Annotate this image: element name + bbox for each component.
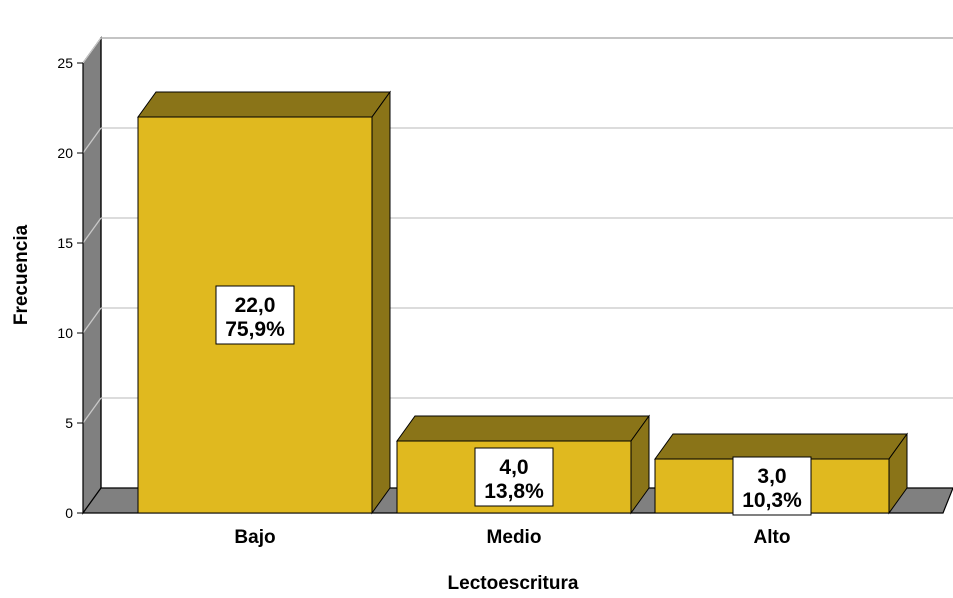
y-tick-label: 25 xyxy=(57,55,73,71)
y-tick-label: 5 xyxy=(65,415,73,431)
bar-side xyxy=(371,90,391,515)
y-tick-label: 0 xyxy=(65,505,73,521)
y-axis-ticks: 0 5 10 15 20 25 xyxy=(57,55,84,521)
data-label-box xyxy=(474,447,554,507)
gridline-wall xyxy=(82,217,102,244)
x-category-label: Bajo xyxy=(234,527,275,548)
bar-top xyxy=(654,433,908,460)
data-label-value: 22,0 xyxy=(235,294,276,317)
x-axis-title: Lectoescritura xyxy=(448,573,579,594)
y-axis-title: Frecuencia xyxy=(11,224,32,325)
data-label-percent: 13,8% xyxy=(484,480,544,503)
x-category-label: Alto xyxy=(754,527,791,548)
data-label-value: 3,0 xyxy=(757,465,786,488)
bars: 22,075,9% 4,013,8% 3,010,3% xyxy=(137,90,908,516)
gridline-wall xyxy=(82,127,102,154)
y-tick-label: 10 xyxy=(57,325,73,341)
gridline-wall xyxy=(82,307,102,334)
data-label-value: 4,0 xyxy=(499,456,528,479)
y-tick-label: 15 xyxy=(57,235,73,251)
bar-top xyxy=(137,91,391,118)
bar-top xyxy=(396,415,650,442)
x-axis-categories: Bajo Medio Alto xyxy=(234,527,790,548)
gridline-wall xyxy=(82,37,102,64)
x-category-label: Medio xyxy=(487,527,542,548)
y-tick-label: 20 xyxy=(57,145,73,161)
data-label-box xyxy=(215,285,295,345)
side-wall xyxy=(82,36,102,515)
data-label-percent: 75,9% xyxy=(225,318,285,341)
gridline-wall xyxy=(82,397,102,424)
data-label-box xyxy=(732,456,812,516)
data-label-percent: 10,3% xyxy=(742,489,802,512)
